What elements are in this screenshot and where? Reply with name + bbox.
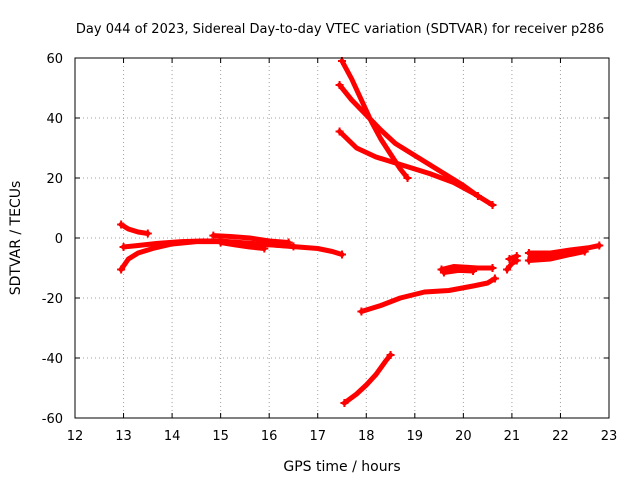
- data-series-arc-10: [341, 352, 393, 406]
- data-point-marker: [386, 351, 395, 359]
- data-point-marker: [403, 174, 412, 182]
- data-point-marker: [284, 238, 293, 247]
- x-tick-label: 19: [407, 429, 424, 444]
- data-point-marker: [335, 127, 344, 136]
- data-point-marker: [143, 229, 152, 238]
- grid: [75, 58, 609, 418]
- data-point-marker: [117, 265, 126, 274]
- data-point-marker: [357, 307, 366, 316]
- x-tick-label: 18: [358, 429, 375, 444]
- x-axis-label: GPS time / hours: [283, 459, 400, 475]
- data-point-marker: [338, 250, 346, 259]
- x-tick-label: 22: [552, 429, 569, 444]
- data-point-marker: [119, 243, 128, 251]
- data-series-arc-9: [358, 276, 498, 314]
- data-series-arc-12: [441, 267, 476, 275]
- data-point-marker: [117, 220, 126, 229]
- y-tick-label: -20: [42, 292, 63, 307]
- data-series-arc-5: [218, 240, 267, 251]
- data-point-marker: [505, 255, 514, 263]
- data-point-marker: [595, 241, 604, 250]
- data-point-marker: [488, 201, 497, 209]
- data-point-marker: [503, 265, 512, 274]
- data-point-marker: [216, 238, 225, 247]
- data-point-marker: [469, 267, 478, 275]
- data-series-arc-8: [337, 129, 495, 208]
- data-series-arc-1: [118, 222, 151, 236]
- data-point-marker: [260, 244, 269, 253]
- data-point-marker: [556, 250, 565, 259]
- data-point-marker: [209, 231, 218, 240]
- y-tick-label: 0: [55, 232, 63, 247]
- data-point-marker: [512, 252, 521, 260]
- x-tick-label: 12: [67, 429, 84, 444]
- data-series-arc-15: [526, 243, 602, 256]
- data-series-arc-3: [118, 239, 296, 272]
- data-point-marker: [439, 268, 448, 277]
- data-point-marker: [527, 253, 536, 262]
- data-series-group: [117, 57, 604, 407]
- data-point-marker: [580, 247, 589, 256]
- x-tick-label: 23: [601, 429, 618, 444]
- x-tick-label: 20: [455, 429, 472, 444]
- data-series-arc-7: [337, 82, 481, 199]
- data-point-marker: [524, 249, 533, 257]
- y-axis-label: SDTVAR / TECUs: [8, 181, 24, 296]
- chart-title: Day 044 of 2023, Sidereal Day-to-day VTE…: [76, 22, 604, 37]
- data-series-arc-4: [210, 233, 292, 245]
- data-point-marker: [340, 399, 349, 407]
- y-tick-label: 20: [46, 172, 63, 187]
- x-tick-label: 15: [212, 429, 229, 444]
- data-series-arc-6: [339, 58, 410, 181]
- data-point-marker: [490, 274, 499, 283]
- data-point-marker: [289, 242, 298, 251]
- axis-ticks: 12 13 14 15 16 17 18 19 20 21 22 23 -60 -40 -20 0 20 40 60: [42, 52, 618, 444]
- y-tick-label: -60: [42, 412, 63, 427]
- y-tick-label: -40: [42, 352, 63, 367]
- data-point-marker: [488, 264, 497, 272]
- x-tick-label: 14: [164, 429, 181, 444]
- x-tick-label: 17: [309, 429, 326, 444]
- x-tick-label: 13: [115, 429, 132, 444]
- data-series-arc-11: [439, 264, 495, 272]
- y-tick-label: 60: [46, 52, 63, 67]
- data-series-arc-17: [528, 252, 563, 260]
- y-tick-label: 40: [46, 112, 63, 127]
- x-tick-label: 21: [504, 429, 521, 444]
- x-tick-label: 16: [261, 429, 278, 444]
- data-point-marker: [335, 81, 344, 89]
